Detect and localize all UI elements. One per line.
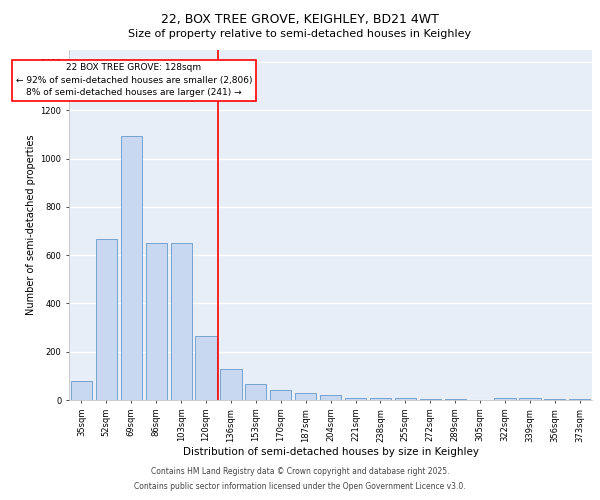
Bar	[146, 243, 167, 400]
Bar	[295, 393, 316, 400]
Text: 22 BOX TREE GROVE: 128sqm
← 92% of semi-detached houses are smaller (2,806)
8% o: 22 BOX TREE GROVE: 128sqm ← 92% of semi-…	[16, 64, 252, 98]
Bar	[569, 399, 590, 400]
Bar	[520, 398, 541, 400]
Text: 22, BOX TREE GROVE, KEIGHLEY, BD21 4WT: 22, BOX TREE GROVE, KEIGHLEY, BD21 4WT	[161, 12, 439, 26]
Bar	[370, 398, 391, 400]
Bar	[121, 136, 142, 400]
Bar	[270, 390, 292, 400]
Bar	[320, 395, 341, 400]
Bar	[395, 398, 416, 400]
Bar	[345, 398, 366, 400]
Bar	[170, 243, 192, 400]
Text: Contains HM Land Registry data © Crown copyright and database right 2025.: Contains HM Land Registry data © Crown c…	[151, 467, 449, 476]
Bar	[245, 384, 266, 400]
Bar	[220, 368, 242, 400]
Bar	[494, 398, 515, 400]
Y-axis label: Number of semi-detached properties: Number of semi-detached properties	[26, 134, 36, 316]
Bar	[71, 380, 92, 400]
Text: Size of property relative to semi-detached houses in Keighley: Size of property relative to semi-detach…	[128, 29, 472, 39]
Text: Contains public sector information licensed under the Open Government Licence v3: Contains public sector information licen…	[134, 482, 466, 491]
Bar	[445, 399, 466, 400]
X-axis label: Distribution of semi-detached houses by size in Keighley: Distribution of semi-detached houses by …	[182, 447, 479, 457]
Bar	[544, 399, 565, 400]
Bar	[196, 336, 217, 400]
Bar	[419, 399, 441, 400]
Bar	[96, 240, 117, 400]
